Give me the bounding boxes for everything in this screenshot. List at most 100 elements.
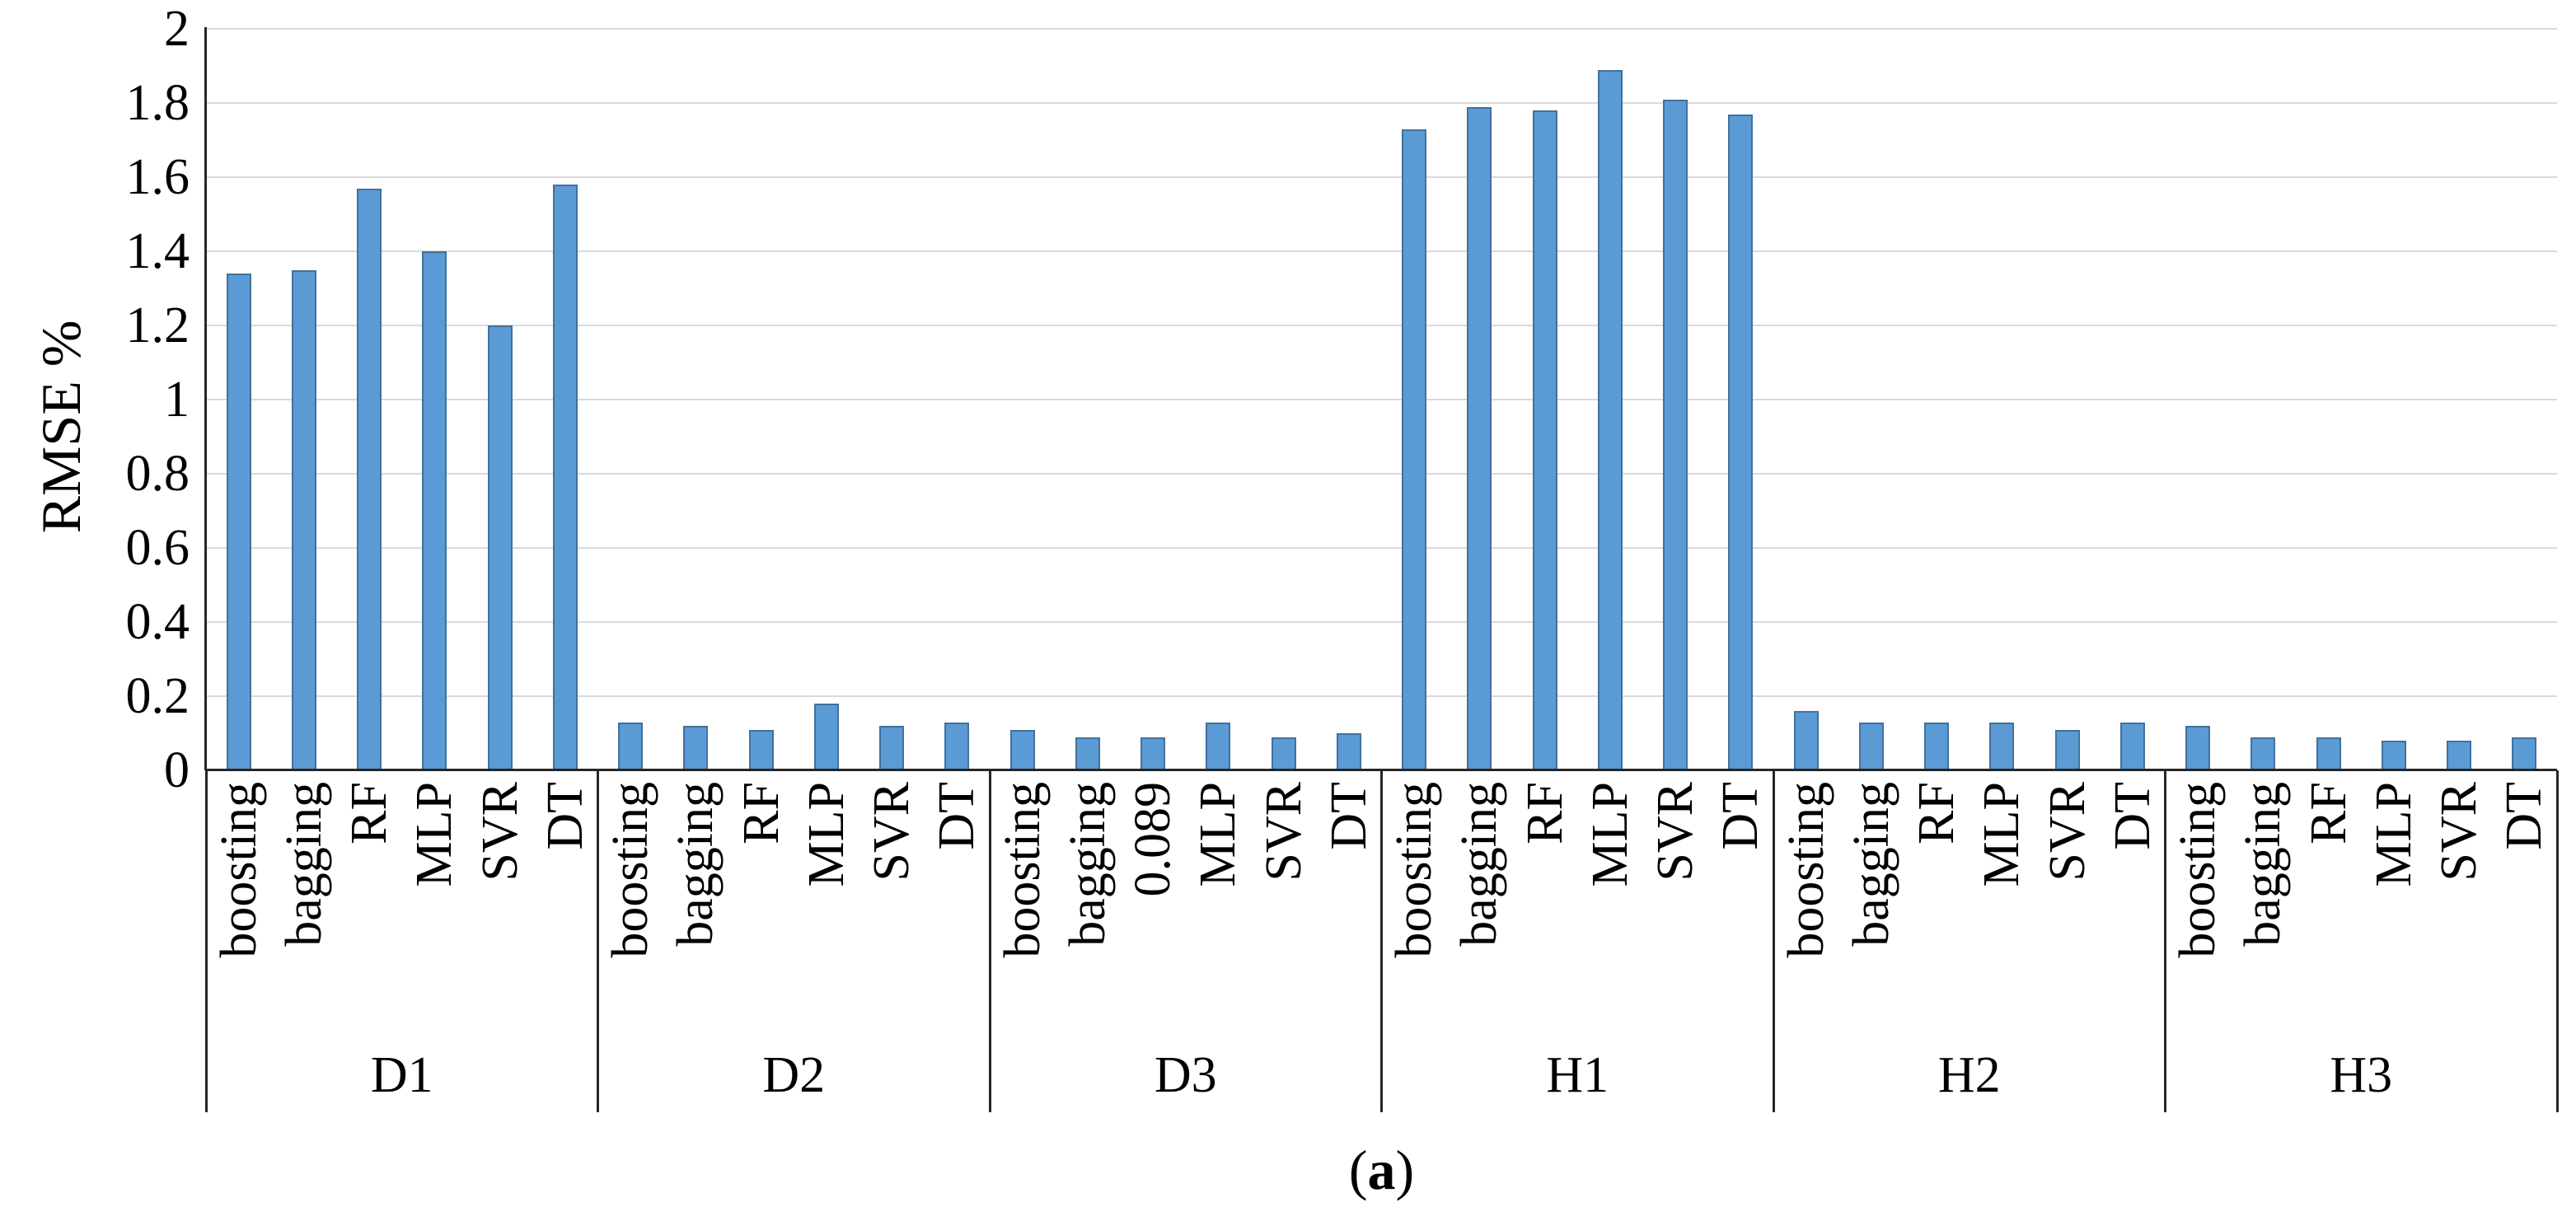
x-category-label: bagging [667,782,724,947]
x-category-label: DT [1320,782,1377,850]
x-category-label: bagging [1451,782,1508,947]
bar-D3-boosting [1009,729,1035,770]
gridline [206,695,2557,697]
y-tick-label: 2 [164,1,190,57]
x-category-label: SVR [864,782,920,882]
group-divider [204,770,208,1112]
caption-close-paren: ) [1395,1139,1415,1201]
x-category-label: MLP [1581,782,1638,887]
x-category-label: 0.089 [1125,782,1182,897]
x-category-label: boosting [1777,782,1834,958]
x-category-label: MLP [406,782,463,887]
x-category-label: DT [929,782,986,850]
x-category-label: boosting [2170,782,2227,958]
gridline [206,399,2557,400]
bar-D2-SVR [879,726,905,770]
bar-slot [467,29,532,770]
x-category-label: boosting [1386,782,1443,958]
x-category-label: bagging [275,782,332,947]
bar-H3-RF [2316,737,2341,770]
x-category-label: boosting [994,782,1051,958]
group-label-H1: H1 [1546,1047,1609,1103]
bar-H1-MLP [1597,69,1623,770]
bar-slot [337,29,402,770]
bar-group-D2 [598,29,991,770]
x-category-label: MLP [2365,782,2422,887]
bar-H1-bagging [1467,106,1492,770]
bar-H3-boosting [2185,726,2211,770]
caption-open-paren: ( [1348,1139,1368,1201]
bar-slot [1904,29,1969,770]
x-category-label: MLP [798,782,855,887]
bar-H2-MLP [1989,722,2015,770]
bar-slot [2231,29,2296,770]
bar-slot [1186,29,1251,770]
x-axis-line [206,769,2557,771]
bar-D3-DT [1336,733,1361,770]
figure-caption: (a) [206,1139,2557,1201]
bar-slot [1577,29,1642,770]
bar-H1-SVR [1663,99,1688,770]
bar-D1-boosting [226,274,251,770]
x-category-label: bagging [2235,782,2292,947]
bar-D2-bagging [683,726,709,770]
bar-slot [794,29,859,770]
gridline [206,621,2557,623]
bar-slot [598,29,663,770]
bar-slot [2100,29,2165,770]
bar-H2-boosting [1793,711,1819,770]
bar-H1-boosting [1402,129,1427,770]
group-divider [597,770,599,1112]
x-category-label: SVR [1647,782,1704,882]
x-category-label: SVR [1255,782,1312,882]
gridline [206,28,2557,30]
x-category-label: SVR [2039,782,2096,882]
group-label-D2: D2 [762,1047,826,1103]
bar-slot [271,29,336,770]
gridline [206,250,2557,252]
bar-D1-bagging [291,269,316,770]
bar-slot [402,29,467,770]
group-divider [1380,770,1383,1112]
bar-group-H1 [1382,29,1774,770]
y-tick-label: 1.2 [125,297,190,353]
gridline [206,547,2557,549]
bar-slot [2492,29,2557,770]
group-label-H3: H3 [2330,1047,2393,1103]
y-tick-label: 1.8 [125,75,190,131]
bar-slot [1316,29,1381,770]
bar-slot [1055,29,1120,770]
bar-D3-bagging [1075,737,1100,770]
x-category-label: RF [733,782,789,844]
bar-H2-RF [1924,722,1950,770]
bar-H2-DT [2119,722,2145,770]
bar-slot [2361,29,2426,770]
group-divider [1772,770,1775,1112]
y-tick-label: 0 [164,742,190,798]
bar-D1-MLP [422,251,447,770]
y-tick-label: 0.8 [125,446,190,502]
bar-H3-bagging [2250,737,2276,770]
bar-slot [859,29,925,770]
x-category-label: RF [1516,782,1573,844]
group-label-D1: D1 [370,1047,433,1103]
bar-slot [1121,29,1186,770]
bar-slot [1773,29,1838,770]
bar-H3-DT [2512,737,2537,770]
gridline [206,325,2557,326]
x-category-label: RF [2300,782,2357,844]
bar-group-H3 [2166,29,2558,770]
y-tick-label: 1.6 [125,149,190,205]
x-category-label: SVR [471,782,528,882]
x-category-label: MLP [1190,782,1247,887]
bar-slot [728,29,794,770]
bar-D2-DT [944,722,970,770]
bar-slot [1251,29,1316,770]
x-category-label: DT [1712,782,1769,850]
bar-slot [1643,29,1708,770]
bar-slot [1382,29,1447,770]
bar-slot [925,29,990,770]
bar-D3-SVR [1271,737,1296,770]
x-category-label: boosting [602,782,659,958]
